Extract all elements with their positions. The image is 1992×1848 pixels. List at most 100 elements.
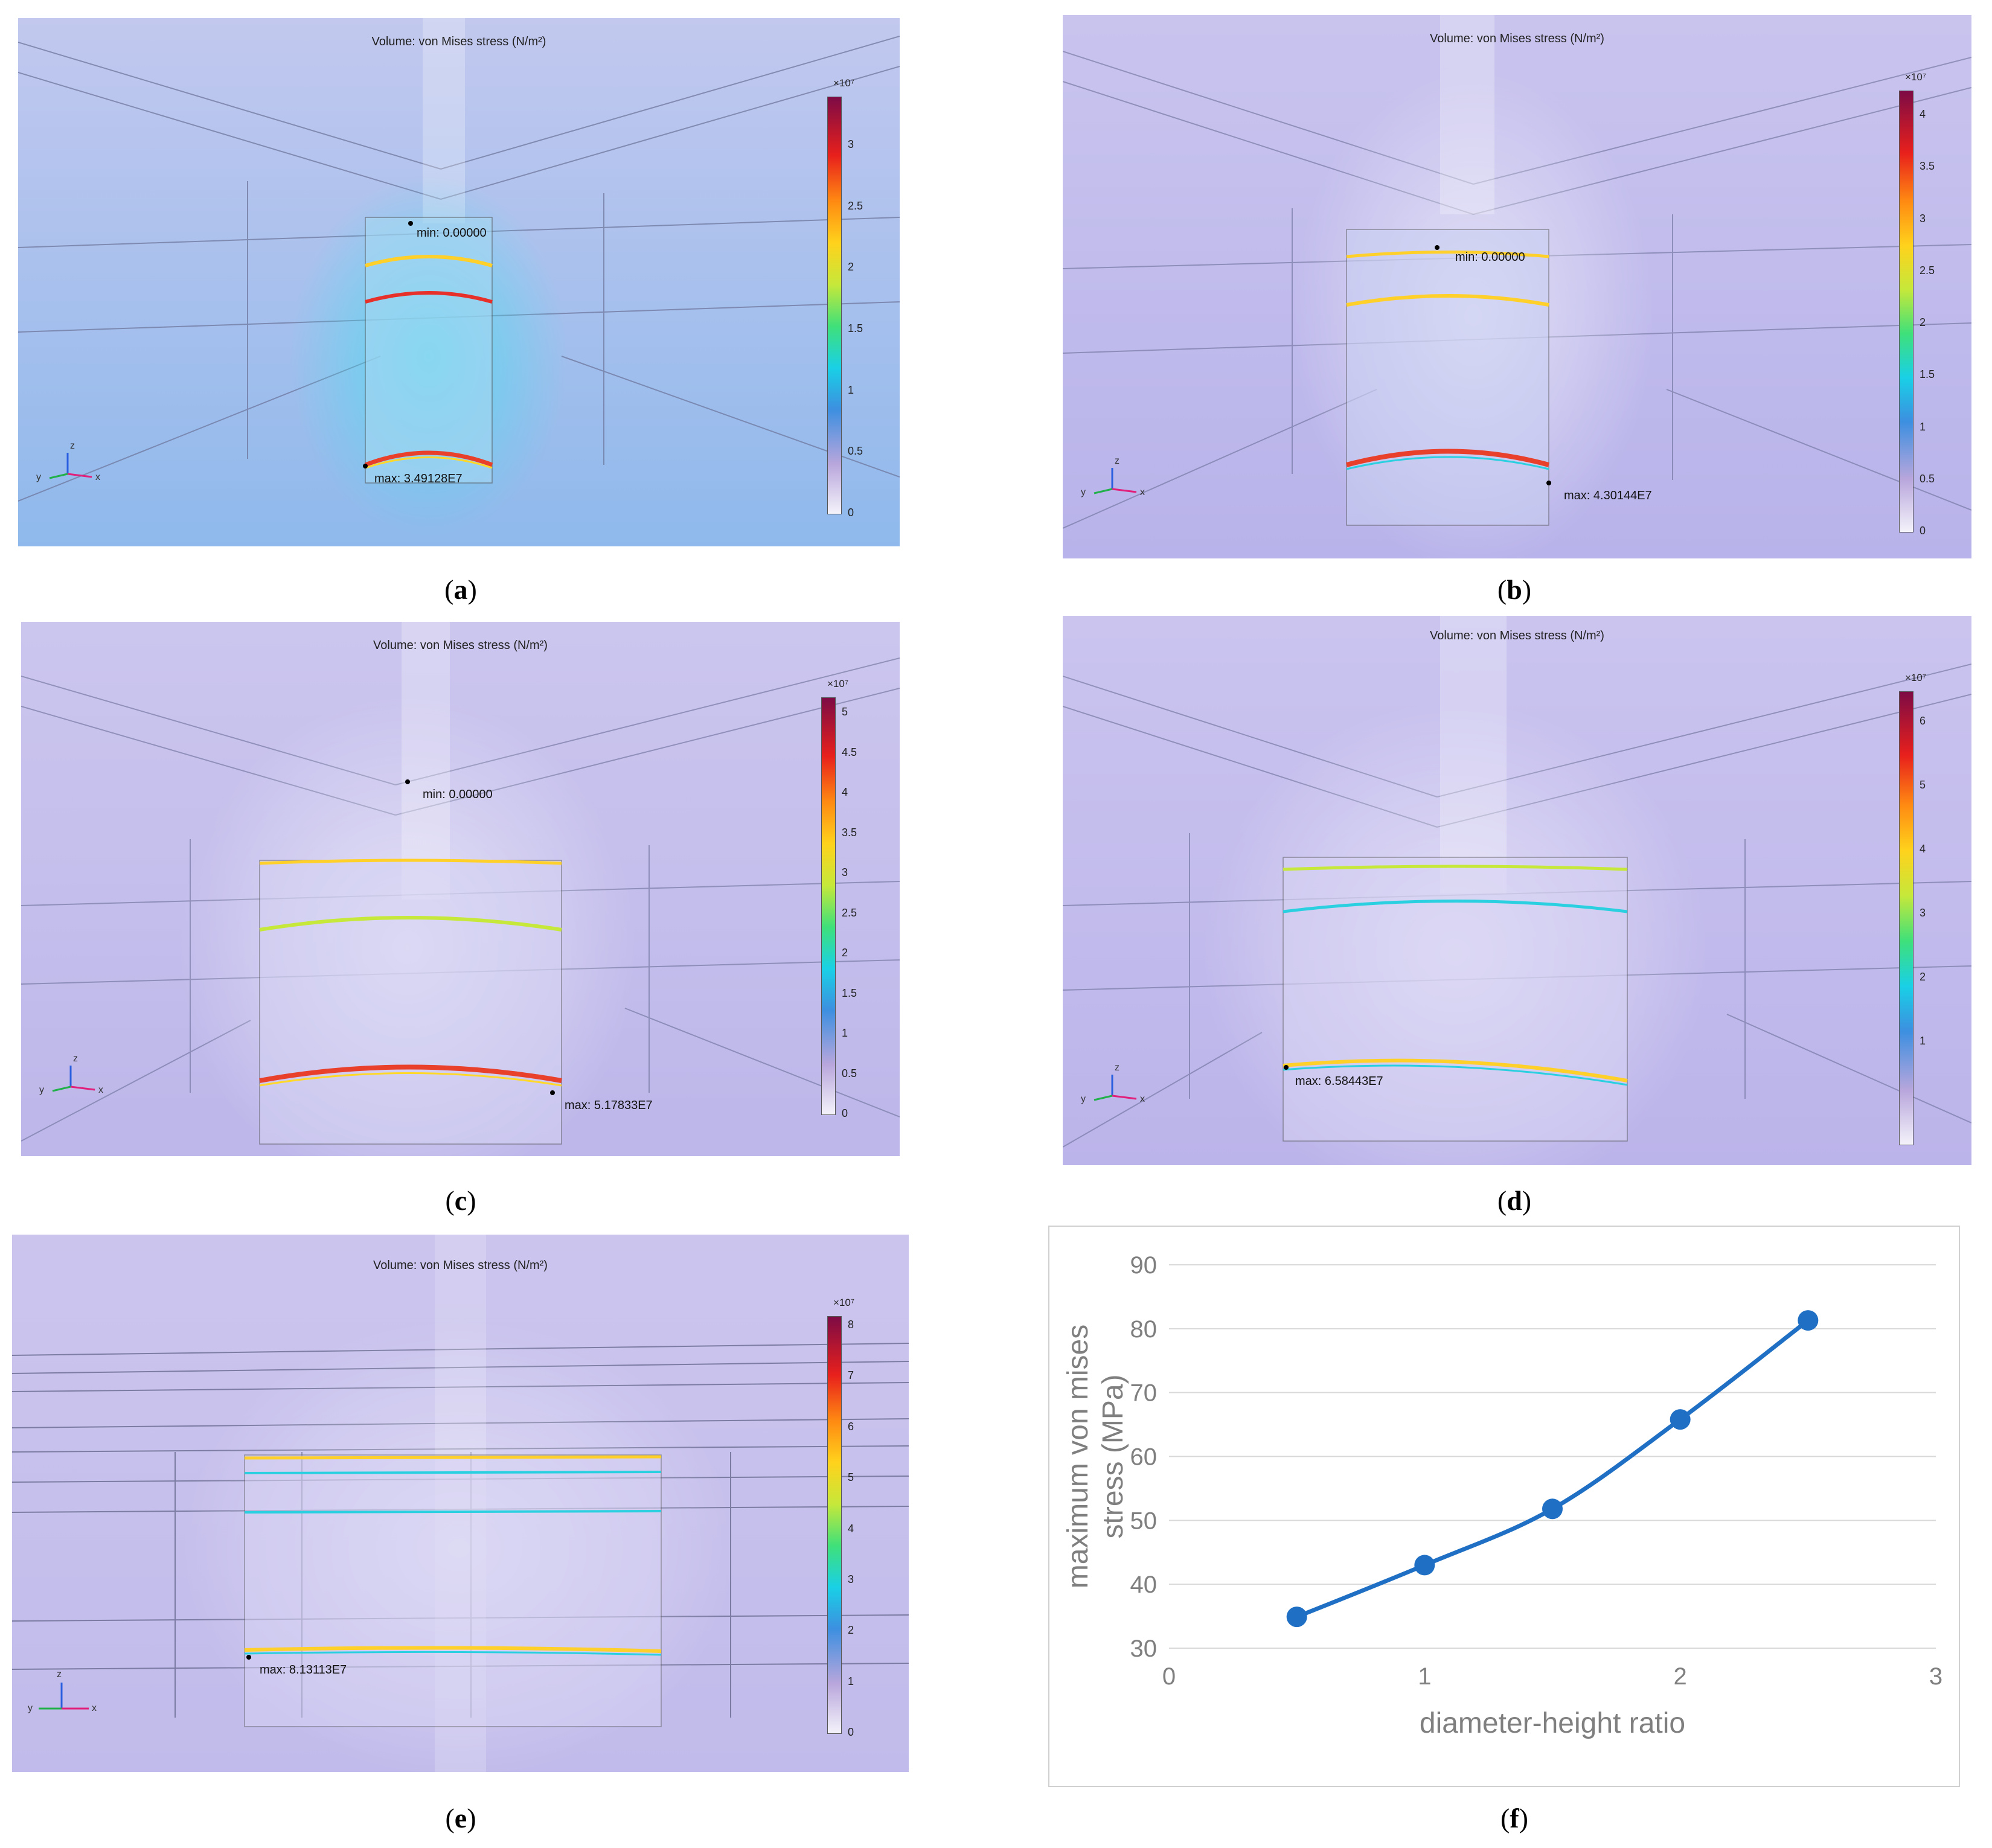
y-tick-label: 70 [1130, 1380, 1158, 1407]
panel-a-colorbar-tick: 1.5 [848, 322, 863, 334]
panel-a-colorbar-tick: 2 [848, 261, 854, 273]
panel-c-stress-plot: Volume: von Mises stress (N/m²) min: 0.0… [21, 622, 900, 1156]
panel-a-colorbar-tick: 3 [848, 138, 854, 150]
data-point [1670, 1409, 1691, 1430]
panel-d-scene [1063, 616, 1971, 1165]
panel-a-colorbar-tick: 0 [848, 507, 854, 519]
panel-e-colorbar-gradient [827, 1316, 842, 1734]
caption-f: (f) [1500, 1803, 1528, 1834]
panel-e-axes-indicator: z y x [25, 1669, 110, 1730]
caption-a-letter: a [453, 574, 468, 605]
panel-e-scene [12, 1235, 909, 1772]
y-tick-label: 60 [1130, 1444, 1158, 1471]
caption-b-letter: b [1507, 574, 1522, 605]
panel-a-colorbar-gradient [827, 97, 842, 514]
panel-a-title: Volume: von Mises stress (N/m²) [371, 35, 546, 48]
panel-b-title: Volume: von Mises stress (N/m²) [1430, 32, 1604, 45]
panel-d-colorbar: ×10⁷ 6 5 4 3 2 1 [1899, 672, 1965, 1145]
panel-a-colorbar: ×10⁷ 3 2.5 2 1.5 1 0.5 0 [827, 77, 894, 519]
panel-d-colorbar-tick: 4 [1920, 843, 1926, 855]
panel-e-axis-z: z [57, 1669, 62, 1680]
panel-c-axes-arrows [52, 1066, 95, 1092]
panel-e-colorbar-tick: 5 [848, 1471, 854, 1484]
panel-e-colorbar-tick: 4 [848, 1522, 854, 1535]
panel-c-colorbar-exponent: ×10⁷ [827, 678, 848, 689]
panel-c-axis-z: z [73, 1053, 78, 1064]
caption-a: (a) [444, 574, 477, 605]
panel-b-colorbar-tick: 1.5 [1920, 368, 1935, 381]
panel-c-colorbar-tick: 1 [842, 1027, 848, 1039]
y-tick-label: 80 [1130, 1316, 1158, 1343]
panel-c-colorbar-tick: 0.5 [842, 1067, 857, 1079]
panel-f-line-chart: 30 40 50 60 70 80 90 0 1 2 3 diameter-height ratio m… [1048, 1226, 1960, 1787]
panel-d-axes-indicator: z y x [1076, 1063, 1161, 1117]
panel-e-colorbar-tick: 8 [848, 1319, 854, 1331]
panel-e-axes-arrows [39, 1683, 89, 1710]
panel-a-min-label: min: 0.00000 [417, 226, 487, 240]
panel-a-colorbar-tick: 1 [848, 383, 854, 396]
panel-e-colorbar: ×10⁷ 8 7 6 5 4 3 2 1 0 [827, 1297, 894, 1738]
panel-e-stress-plot: Volume: von Mises stress (N/m²) max: 8.1… [12, 1235, 909, 1772]
panel-b-colorbar-tick: 2 [1920, 316, 1926, 328]
panel-b-axes-indicator: z y x [1076, 456, 1161, 510]
panel-a-axis-y: y [36, 472, 41, 482]
panel-c-axis-x: x [98, 1085, 103, 1095]
caption-c-letter: c [454, 1185, 467, 1216]
panel-b-colorbar-gradient [1899, 91, 1914, 532]
panel-b-colorbar: ×10⁷ 4 3.5 3 2.5 2 1.5 1 0.5 0 [1899, 71, 1965, 537]
caption-e: (e) [445, 1803, 476, 1834]
panel-a-stress-plot: Volume: von Mises stress (N/m²) min: 0.0… [18, 18, 900, 546]
caption-c: (c) [445, 1185, 476, 1216]
y-tick-label: 90 [1130, 1252, 1158, 1279]
panel-b-axes-arrows [1094, 468, 1137, 494]
chart-frame [1048, 1226, 1960, 1787]
data-point [1798, 1310, 1819, 1331]
panel-b-min-label: min: 0.00000 [1455, 251, 1525, 264]
panel-c-colorbar-tick: 3 [842, 866, 848, 878]
panel-c-axes-indicator: z y x [34, 1053, 119, 1108]
panel-e-max-label: max: 8.13113E7 [260, 1663, 347, 1677]
panel-e-colorbar-tick: 0 [848, 1726, 854, 1738]
panel-b-colorbar-exponent: ×10⁷ [1905, 71, 1926, 83]
panel-e-colorbar-tick: 2 [848, 1624, 854, 1637]
panel-b-axis-x: x [1140, 487, 1145, 497]
panel-c-colorbar-tick: 4.5 [842, 746, 857, 758]
panel-c-colorbar-tick: 4 [842, 786, 848, 798]
panel-a-colorbar-tick: 0.5 [848, 445, 863, 458]
x-tick-label: 3 [1929, 1663, 1942, 1690]
panel-c-colorbar-tick: 5 [842, 706, 848, 718]
caption-f-letter: f [1510, 1803, 1519, 1834]
panel-a-axes-arrows [49, 453, 92, 479]
panel-d-colorbar-tick: 5 [1920, 779, 1926, 791]
panel-c-min-label: min: 0.00000 [423, 788, 493, 801]
caption-d: (d) [1497, 1185, 1532, 1216]
panel-b-colorbar-tick: 0 [1920, 525, 1926, 537]
caption-d-letter: d [1507, 1185, 1522, 1216]
panel-e-colorbar-tick: 6 [848, 1420, 854, 1433]
panel-c-colorbar-tick: 3.5 [842, 826, 857, 839]
panel-e-colorbar-exponent: ×10⁷ [833, 1297, 854, 1308]
panel-a-axis-x: x [95, 472, 100, 482]
panel-c-colorbar-tick: 2 [842, 947, 848, 959]
panel-d-axes-arrows [1094, 1075, 1137, 1101]
panel-b-scene [1063, 15, 1971, 558]
data-point [1414, 1555, 1435, 1576]
panel-d-colorbar-gradient [1899, 691, 1914, 1145]
panel-b-colorbar-tick: 0.5 [1920, 472, 1935, 485]
panel-b-colorbar-tick: 3 [1920, 212, 1926, 225]
panel-d-axis-x: x [1140, 1094, 1145, 1104]
panel-c-colorbar-tick: 0 [842, 1107, 848, 1119]
panel-e-colorbar-tick: 3 [848, 1573, 854, 1585]
panel-c-scene [21, 622, 900, 1156]
x-tick-label: 2 [1674, 1663, 1687, 1690]
panel-c-title: Volume: von Mises stress (N/m²) [373, 639, 548, 652]
panel-d-axis-z: z [1115, 1063, 1119, 1073]
panel-c-colorbar-tick: 1.5 [842, 986, 857, 999]
panel-c-max-label: max: 5.17833E7 [565, 1099, 653, 1112]
panel-b-stress-plot: Volume: von Mises stress (N/m²) min: 0.0… [1063, 15, 1971, 558]
panel-f-chart-svg: 30 40 50 60 70 80 90 0 1 2 3 diameter-height ratio m… [1048, 1226, 1960, 1787]
panel-a-colorbar-tick: 2.5 [848, 199, 863, 212]
panel-b-max-label: max: 4.30144E7 [1564, 489, 1652, 502]
panel-a-scene [18, 18, 900, 546]
panel-e-axis-y: y [28, 1703, 33, 1713]
